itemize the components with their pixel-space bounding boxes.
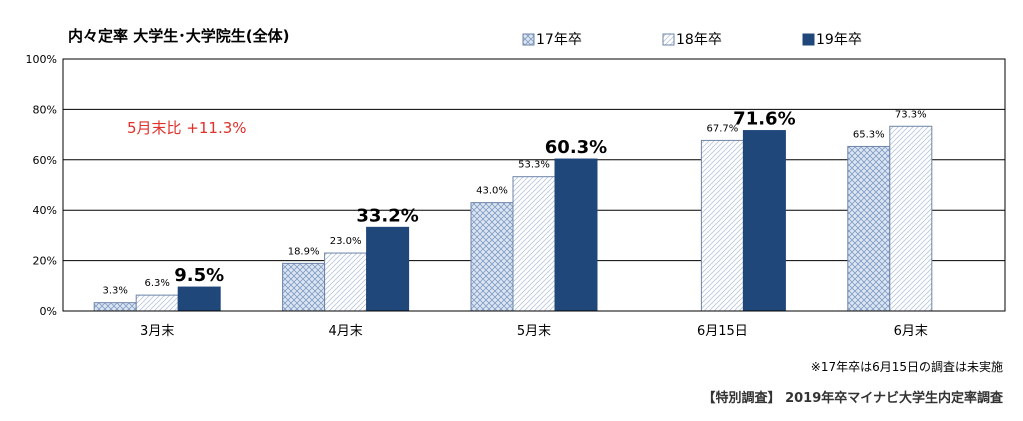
data-label: 71.6% [733, 109, 795, 130]
legend-swatch-17 [522, 33, 535, 46]
legend-swatch-19 [802, 33, 815, 46]
y-tick-label: 100% [26, 53, 57, 66]
data-label: 43.0% [476, 186, 508, 197]
bar-19 [177, 286, 221, 312]
legend-label-18: 18年卒 [676, 32, 722, 48]
x-tick-label: 4月末 [328, 324, 362, 339]
x-tick-label: 6月15日 [697, 324, 748, 339]
bar-17 [93, 302, 137, 312]
y-axis-labels: 0% 20% 40% 60% 80% 100% [26, 53, 57, 318]
y-tick-label: 40% [33, 204, 57, 217]
bars [93, 125, 933, 312]
x-tick-label: 6月末 [894, 324, 928, 339]
legend-label-17: 17年卒 [536, 32, 582, 48]
bar-19 [742, 130, 786, 312]
legend-swatch-18 [662, 33, 675, 46]
data-label: 65.3% [853, 129, 885, 140]
data-label: 53.3% [518, 160, 550, 171]
legend: 17年卒 18年卒 19年卒 [522, 32, 862, 48]
bar-19 [366, 226, 410, 312]
bar-18 [324, 252, 368, 312]
value-labels: 3.3% 6.3% 9.5% 18.9% 23.0% 33.2% 43.0% 53.3% 60.… [102, 109, 926, 297]
plot-area-frame [62, 58, 1006, 312]
bar-17 [282, 262, 326, 312]
data-label: 18.9% [288, 246, 320, 257]
bar-18 [512, 176, 556, 312]
bar-17 [847, 145, 891, 312]
data-label: 33.2% [356, 205, 418, 226]
bar-18 [135, 294, 179, 312]
x-tick-label: 3月末 [140, 324, 174, 339]
x-tick-label: 5月末 [517, 324, 551, 339]
data-label: 23.0% [330, 236, 362, 247]
y-tick-label: 60% [33, 154, 57, 167]
data-label: 6.3% [144, 278, 169, 289]
data-label: 60.3% [545, 137, 607, 158]
data-label: 73.3% [895, 109, 927, 120]
legend-label-19: 19年卒 [816, 32, 862, 48]
y-tick-label: 80% [33, 103, 57, 116]
bar-17 [470, 202, 514, 312]
data-label: 67.7% [707, 123, 739, 134]
footnote: ※17年卒は6月15日の調査は未実施 [811, 359, 1003, 374]
bar-18 [889, 125, 933, 312]
source-text: 【特別調査】 2019年卒マイナビ大学生内定率調査 [703, 390, 1004, 406]
y-tick-label: 0% [40, 305, 57, 318]
y-tick-label: 20% [33, 255, 57, 268]
chart-title: 内々定率 大学生･大学院生(全体) [68, 27, 289, 45]
x-axis-labels: 3月末 4月末 5月末 6月15日 6月末 [140, 324, 928, 339]
data-label: 9.5% [174, 265, 224, 286]
bar-19 [554, 158, 598, 312]
data-label: 3.3% [102, 286, 127, 297]
annotation-text: 5月末比 +11.3% [127, 119, 247, 137]
bar-18 [700, 139, 744, 312]
